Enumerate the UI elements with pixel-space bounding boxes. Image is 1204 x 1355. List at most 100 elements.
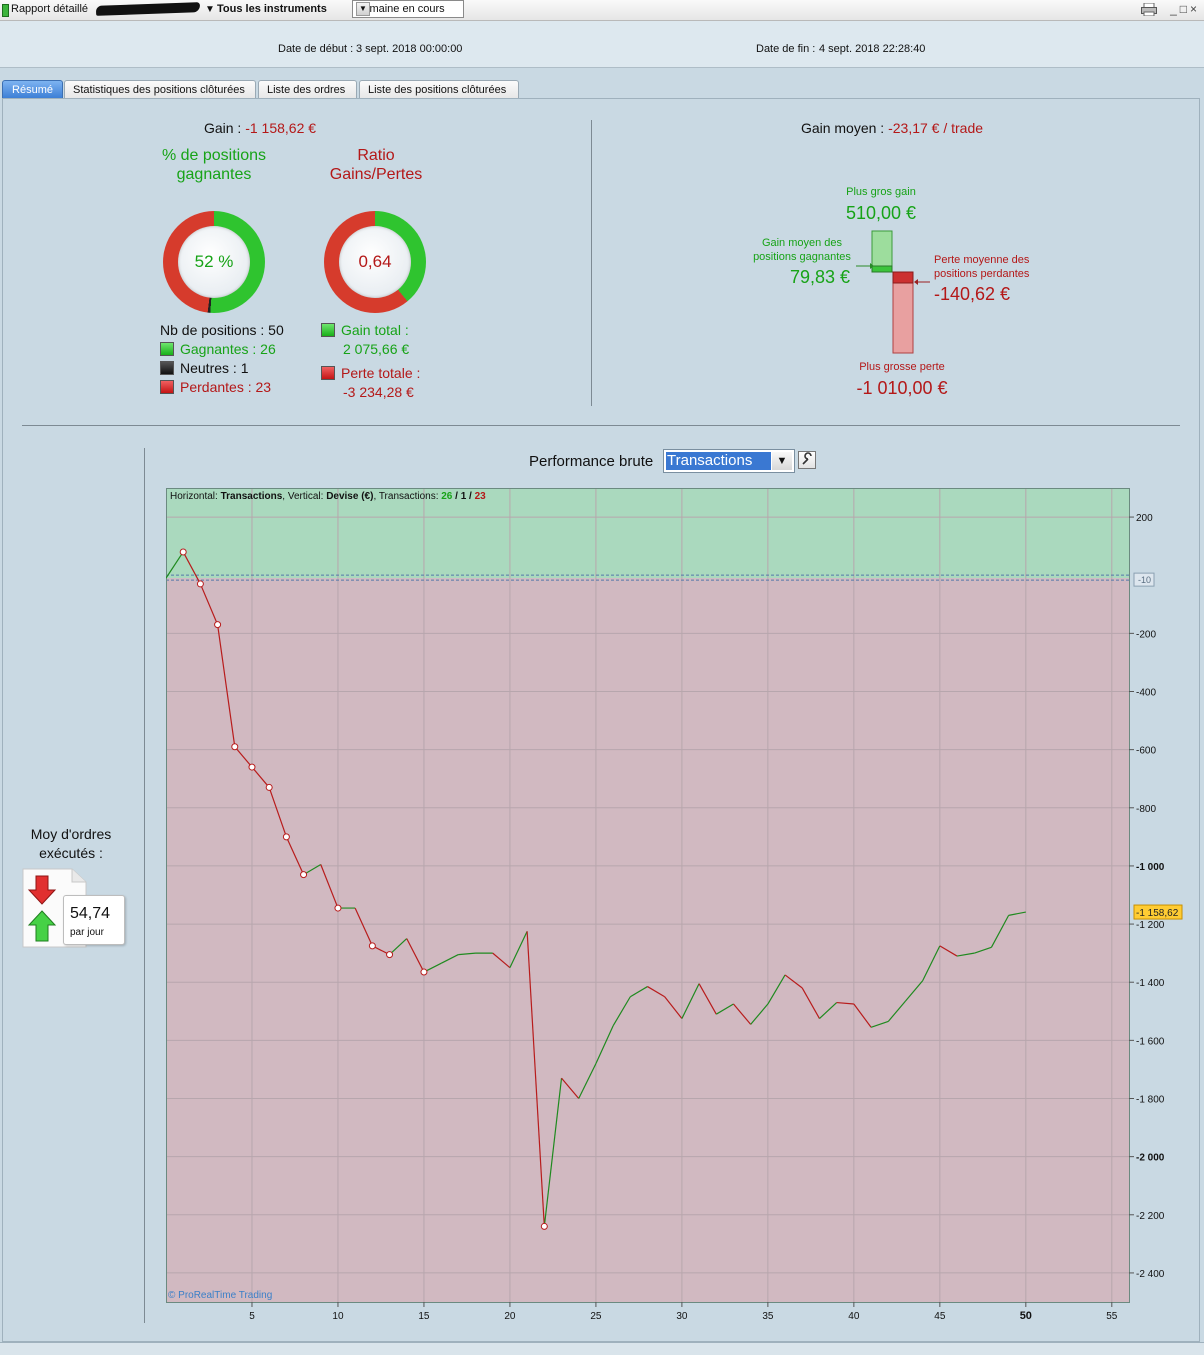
avg-loss-label: Perte moyenne des positions perdantes <box>934 254 1030 280</box>
series-segment <box>458 952 476 956</box>
chart-left-divider <box>144 448 145 1323</box>
loss-arrowhead-icon <box>914 279 918 285</box>
series-segment <box>320 864 339 909</box>
orders-value: 54,74 <box>70 905 111 922</box>
green-square-icon <box>160 342 174 356</box>
green-square-icon <box>321 323 335 337</box>
losers-label: Perdantes : 23 <box>180 379 272 395</box>
total-gain-value: 2 075,66 € <box>343 341 410 357</box>
x-tick-label: 15 <box>418 1311 430 1322</box>
series-segment <box>767 974 786 1005</box>
y-tick-label: -2 000 <box>1136 1153 1165 1164</box>
series-segment <box>956 952 975 957</box>
info-neutral: 1 <box>461 491 467 502</box>
info-sep1: / <box>452 491 460 502</box>
chevron-down-icon[interactable]: ▼ <box>772 452 792 470</box>
window-controls[interactable]: _□× <box>1170 2 1200 16</box>
max-loss-value: -1 010,00 € <box>856 378 948 398</box>
series-segment <box>904 980 924 1002</box>
y-tick-label: -2 200 <box>1136 1211 1165 1222</box>
avg-loss-bar <box>892 271 914 284</box>
y-tick-label: -2 400 <box>1136 1269 1165 1280</box>
x-tick-label: 25 <box>590 1311 602 1322</box>
series-segment <box>733 1003 752 1025</box>
series-segment <box>990 915 1010 948</box>
series-segment <box>595 1025 614 1064</box>
wrench-icon[interactable] <box>798 451 816 469</box>
date-header: Date de début : 3 sept. 2018 00:00:00 Da… <box>0 21 1204 68</box>
series-segment <box>750 1003 769 1025</box>
performance-chart: 200 -200 -400 -600 -800 -1 000 -1 200 -1 400 -1 … <box>166 488 1183 1322</box>
x-tick-label: 40 <box>848 1311 860 1322</box>
series-segment <box>853 1003 872 1028</box>
data-point <box>300 871 308 879</box>
winners-label: Gagnantes : 26 <box>180 341 276 357</box>
performance-select-value: Transactions <box>666 452 771 470</box>
series-segment <box>354 907 373 947</box>
total-gain: Gain total : <box>321 321 420 340</box>
series-segment <box>1008 911 1026 916</box>
y-tick-label: -1 400 <box>1136 978 1165 989</box>
series-segment <box>440 954 459 964</box>
tab-orders[interactable]: Liste des ordres <box>258 80 357 98</box>
series-segment <box>251 766 270 788</box>
avg-win-label: Gain moyen des positions gagnantes <box>753 237 851 263</box>
series-segment <box>285 836 305 875</box>
x-tick-label: 5 <box>249 1311 255 1322</box>
x-tick-label: 50 <box>1020 1310 1032 1322</box>
avg-win-value: 79,83 € <box>789 267 851 287</box>
print-icon[interactable] <box>1141 2 1157 17</box>
avg-gain-value: -23,17 € / trade <box>888 120 984 136</box>
legend-winners: Gagnantes : 26 <box>160 340 284 359</box>
win-pct-value: 52 % <box>178 226 250 298</box>
totals-legend: Gain total : 2 075,66 € Perte totale : -… <box>321 321 420 402</box>
series-segment <box>922 945 941 982</box>
data-point <box>248 763 256 771</box>
series-segment <box>509 931 528 968</box>
orders-widget: 54,74 par jour <box>22 868 125 948</box>
legend-losers: Perdantes : 23 <box>160 378 284 397</box>
series-segment <box>199 583 219 625</box>
series-segment <box>939 945 958 957</box>
red-square-icon <box>160 380 174 394</box>
series-segment <box>578 1063 597 1099</box>
dropdown-arrow-icon[interactable]: ▼ <box>205 4 215 15</box>
info-vertical: Devise (€) <box>326 491 373 502</box>
total-loss-value: -3 234,28 € <box>343 384 414 400</box>
tab-resume[interactable]: Résumé <box>2 80 63 98</box>
total-loss: Perte totale : <box>321 364 420 383</box>
win-pct-donut: 52 % <box>163 211 265 313</box>
chevron-down-icon[interactable]: ▼ <box>356 2 370 16</box>
data-point <box>179 548 187 556</box>
instruments-selector[interactable]: Tous les instruments <box>217 3 327 15</box>
series-segment <box>166 551 184 579</box>
last-value-text: -1 158,62 <box>1136 908 1179 919</box>
data-point <box>282 833 290 841</box>
series-segment <box>182 551 201 585</box>
orders-unit: par jour <box>70 927 104 938</box>
x-tick-label: 35 <box>762 1311 774 1322</box>
tab-closed-positions[interactable]: Liste des positions clôturées <box>359 80 519 98</box>
x-axis: 5 10 15 20 25 30 35 40 45 50 55 <box>249 1302 1118 1322</box>
performance-title: Performance brute <box>529 453 654 470</box>
gain-label: Gain : <box>203 120 242 136</box>
avg-gain-line: Gain moyen : -23,17 € / trade <box>720 120 1064 136</box>
performance-select[interactable]: Transactions ▼ <box>663 449 795 473</box>
y-tick-label: -1 200 <box>1136 920 1165 931</box>
series-segment <box>216 624 236 747</box>
series-line <box>166 551 1026 1227</box>
y-tick-label: 200 <box>1136 513 1153 524</box>
end-date-value: 4 sept. 2018 22:28:40 <box>819 43 926 55</box>
series-segment <box>715 1003 734 1015</box>
y-tick-label: -400 <box>1136 688 1156 699</box>
win-arrowhead-icon <box>870 263 874 269</box>
ratio-title: Ratio Gains/Pertes <box>329 147 423 183</box>
series-segment <box>801 987 820 1019</box>
chart-info: Horizontal: Transactions, Vertical: Devi… <box>170 491 486 502</box>
zero-marker: -10 <box>1133 572 1155 587</box>
data-point <box>386 951 394 959</box>
tab-closed-stats[interactable]: Statistiques des positions clôturées <box>64 80 256 98</box>
period-select[interactable]: Semaine en cours ▼ <box>352 0 464 18</box>
series-segment <box>681 983 700 1019</box>
series-segment <box>612 996 631 1027</box>
